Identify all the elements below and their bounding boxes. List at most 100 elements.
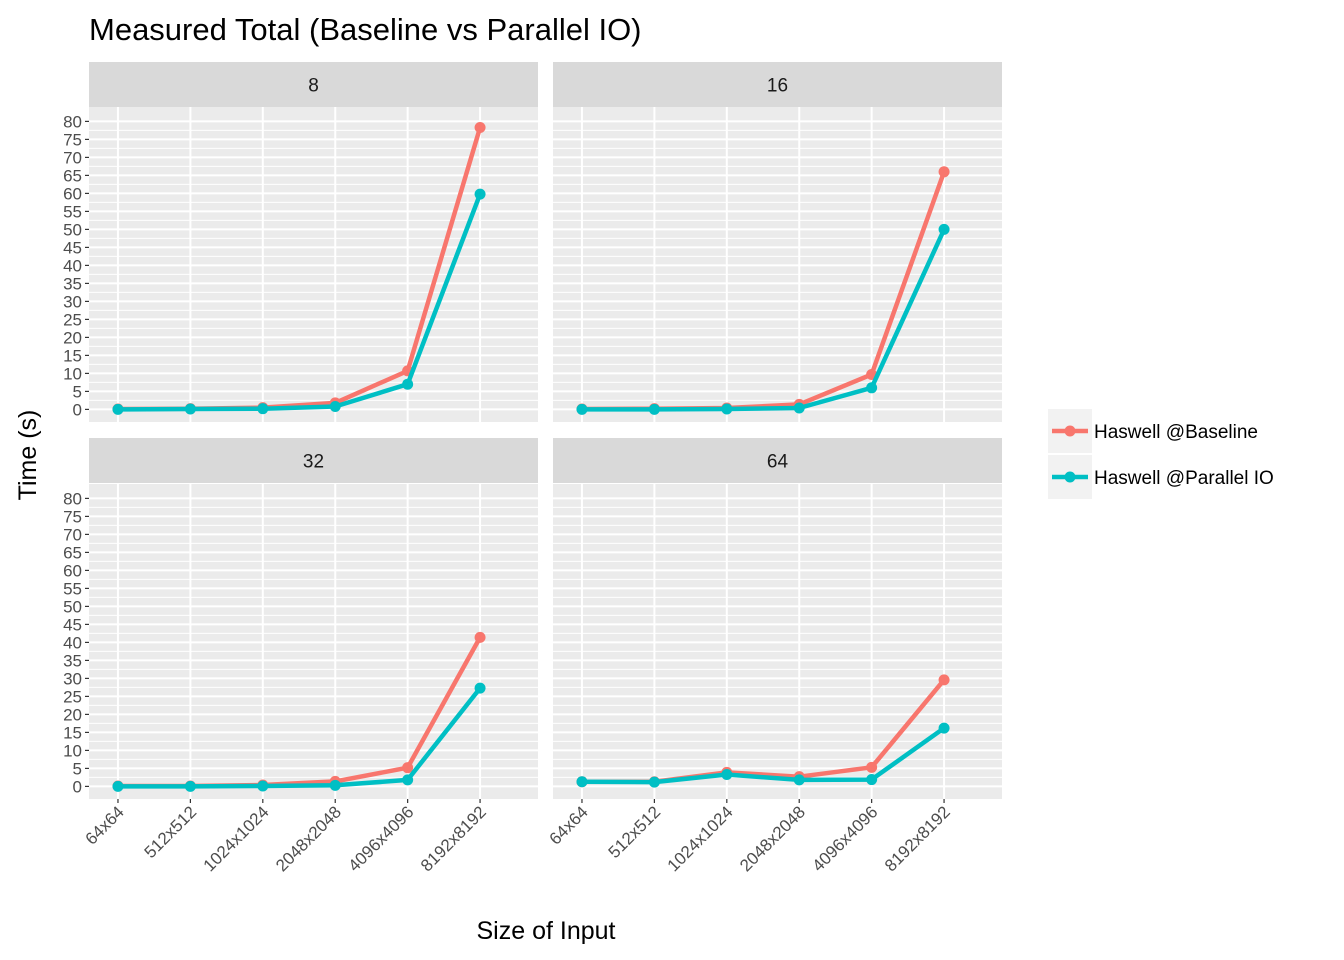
facet-strip: [89, 62, 538, 107]
x-tick-label: 64x64: [546, 802, 592, 848]
x-tick-label: 8192x8192: [417, 802, 490, 875]
y-tick-label: 15: [63, 723, 82, 742]
y-tick-label: 15: [63, 346, 82, 365]
x-tick-label: 4096x4096: [809, 802, 882, 875]
series-line-haswell-parallel-io: [115, 191, 483, 412]
y-tick-label: 80: [63, 489, 82, 508]
data-point-haswell-parallel-io: [793, 774, 805, 786]
y-axis-title: Time (s): [14, 410, 42, 501]
y-tick-label: 10: [63, 364, 82, 383]
data-point-haswell-parallel-io: [938, 722, 950, 734]
y-tick-label: 35: [63, 651, 82, 670]
data-point-haswell-parallel-io: [474, 682, 486, 694]
y-tick-label: 55: [63, 202, 82, 221]
y-tick-label: 75: [63, 130, 82, 149]
facet-strip-label: 32: [303, 452, 324, 473]
y-tick-label: 70: [63, 525, 82, 544]
x-tick-label: 512x512: [605, 802, 665, 862]
legend: Haswell @Baseline Haswell @Parallel IO: [1048, 409, 1274, 499]
data-point-haswell-parallel-io: [112, 780, 124, 792]
y-tick-label: 30: [63, 292, 82, 311]
data-point-haswell-parallel-io: [257, 780, 269, 792]
data-point-haswell-baseline: [938, 674, 950, 686]
legend-key-point: [1064, 425, 1076, 437]
x-tick-label: 1024x1024: [200, 802, 273, 875]
y-tick-label: 35: [63, 274, 82, 293]
data-point-haswell-parallel-io: [402, 378, 414, 390]
x-tick-label: 8192x8192: [881, 802, 954, 875]
y-tick-label: 20: [63, 705, 82, 724]
chart-title: Measured Total (Baseline vs Parallel IO): [89, 12, 642, 47]
y-tick-label: 45: [63, 615, 82, 634]
data-point-haswell-baseline: [938, 166, 950, 178]
facet-strip-label: 64: [767, 452, 789, 473]
data-point-haswell-parallel-io: [866, 382, 878, 394]
y-tick-label: 5: [73, 759, 82, 778]
facet-strip-label: 16: [767, 76, 788, 97]
y-tick-label: 45: [63, 238, 82, 257]
y-tick-label: 65: [63, 166, 82, 185]
facet-panels: 8051015202530354045505560657075801632051…: [63, 62, 1002, 875]
series-line-haswell-parallel-io: [579, 227, 947, 412]
facet-panel-16: 16: [553, 62, 1002, 422]
series-line-haswell-parallel-io: [579, 725, 947, 785]
facet-panel-64: 64 64x64 512x512 1024x1024 2048x2048 4096x409…: [546, 438, 1002, 875]
y-tick-label: 50: [63, 220, 82, 239]
data-point-haswell-parallel-io: [576, 776, 588, 788]
data-point-haswell-parallel-io: [793, 402, 805, 414]
y-tick-label: 0: [73, 400, 82, 419]
data-point-haswell-parallel-io: [474, 188, 486, 200]
legend-item: Haswell @Parallel IO: [1048, 455, 1274, 499]
y-tick-label: 40: [63, 633, 82, 652]
facet-strip: [553, 62, 1002, 107]
y-tick-label: 25: [63, 310, 82, 329]
y-tick-label: 60: [63, 184, 82, 203]
y-tick-label: 50: [63, 597, 82, 616]
x-tick-label: 2048x2048: [736, 802, 809, 875]
facet-strip: [553, 438, 1002, 483]
data-point-haswell-parallel-io: [329, 401, 341, 413]
y-tick-label: 10: [63, 741, 82, 760]
data-point-haswell-parallel-io: [866, 774, 878, 786]
y-tick-label: 40: [63, 256, 82, 275]
data-point-haswell-parallel-io: [576, 403, 588, 415]
x-axis-title: Size of Input: [477, 917, 616, 945]
data-point-haswell-baseline: [474, 122, 486, 134]
y-tick-label: 65: [63, 543, 82, 562]
data-point-haswell-parallel-io: [329, 779, 341, 791]
y-tick-label: 75: [63, 507, 82, 526]
y-tick-label: 80: [63, 112, 82, 131]
data-point-haswell-parallel-io: [721, 769, 733, 781]
y-tick-label: 25: [63, 687, 82, 706]
legend-key-point: [1064, 471, 1076, 483]
data-point-haswell-parallel-io: [648, 403, 660, 415]
x-tick-label: 1024x1024: [664, 802, 737, 875]
x-tick-label: 64x64: [82, 802, 128, 848]
facet-strip: [89, 438, 538, 483]
y-tick-label: 0: [73, 777, 82, 796]
facet-strip-label: 8: [308, 76, 319, 97]
y-tick-label: 70: [63, 148, 82, 167]
y-tick-label: 5: [73, 382, 82, 401]
y-tick-label: 60: [63, 561, 82, 580]
y-tick-label: 20: [63, 328, 82, 347]
x-tick-label: 2048x2048: [272, 802, 345, 875]
y-tick-label: 30: [63, 669, 82, 688]
x-tick-label: 4096x4096: [345, 802, 418, 875]
data-point-haswell-parallel-io: [721, 403, 733, 415]
legend-label: Haswell @Baseline: [1094, 422, 1258, 443]
legend-item: Haswell @Baseline: [1048, 409, 1258, 453]
legend-label: Haswell @Parallel IO: [1094, 468, 1274, 489]
data-point-haswell-parallel-io: [938, 223, 950, 235]
data-point-haswell-parallel-io: [257, 403, 269, 415]
x-tick-label: 512x512: [141, 802, 201, 862]
data-point-haswell-baseline: [402, 762, 414, 774]
data-point-haswell-parallel-io: [112, 403, 124, 415]
y-tick-label: 55: [63, 579, 82, 598]
data-point-haswell-baseline: [474, 631, 486, 643]
data-point-haswell-parallel-io: [184, 403, 196, 415]
series-line-haswell-parallel-io: [115, 685, 483, 789]
